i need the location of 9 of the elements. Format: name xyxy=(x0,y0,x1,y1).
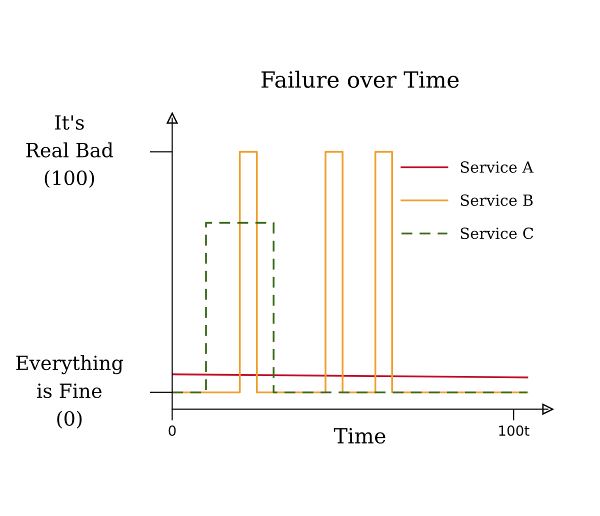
x-axis-title: Time xyxy=(334,428,386,444)
x-tick-label: 0 xyxy=(168,425,176,436)
x-tick-label: 100t xyxy=(499,425,530,436)
chart-title: Failure over Time xyxy=(261,70,459,88)
legend-label: Service C xyxy=(460,228,534,240)
y-tick-label: Everything is Fine (0) xyxy=(16,355,124,429)
legend-label: Service B xyxy=(460,194,533,206)
y-tick-label: It's Real Bad (100) xyxy=(26,115,114,188)
legend-label: Service A xyxy=(460,161,534,173)
